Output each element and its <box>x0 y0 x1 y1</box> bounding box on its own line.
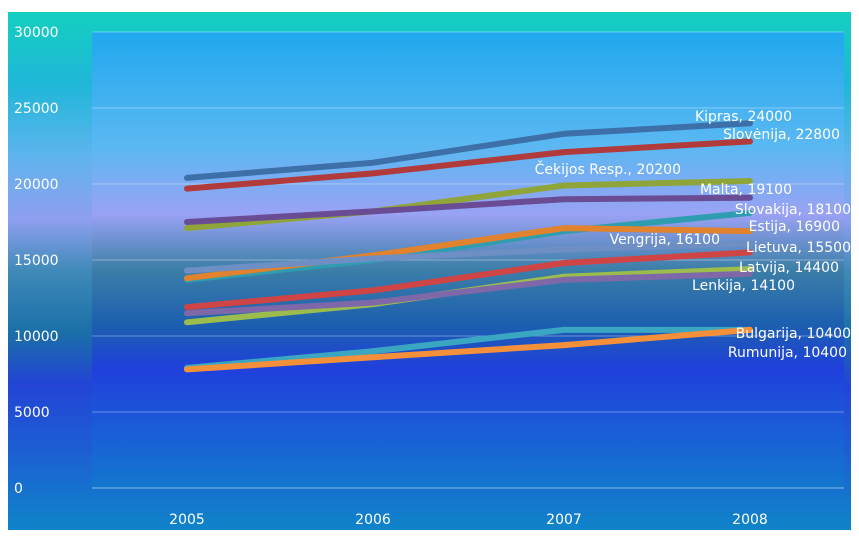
data-label: Bulgarija, 10400 <box>736 326 851 342</box>
series-line <box>184 270 753 317</box>
x-tick-label: 2006 <box>355 512 391 528</box>
x-tick-label: 2007 <box>546 512 582 528</box>
series-line <box>184 326 753 371</box>
y-tick-label: 5000 <box>14 405 50 421</box>
series-line <box>184 209 753 283</box>
data-label: Lenkija, 14100 <box>692 278 795 294</box>
series-line <box>184 120 753 181</box>
y-tick-label: 15000 <box>14 253 59 269</box>
data-label: Lietuva, 15500 <box>746 240 851 256</box>
data-label: Slovėnija, 22800 <box>723 127 840 143</box>
plot-area <box>92 32 844 488</box>
data-label: Latvija, 14400 <box>739 260 839 276</box>
x-tick-label: 2008 <box>732 512 768 528</box>
series-line <box>184 326 753 373</box>
y-tick-label: 30000 <box>14 25 59 41</box>
data-label: Rumunija, 10400 <box>728 345 847 361</box>
data-label: Malta, 19100 <box>700 182 792 198</box>
y-axis-ticks: 0 5000 10000 15000 20000 25000 30000 <box>14 25 59 497</box>
series-lines <box>184 120 753 373</box>
data-label: Vengrija, 16100 <box>610 232 720 248</box>
data-label: Slovakija, 18100 <box>735 202 851 218</box>
data-label: Estija, 16900 <box>749 219 840 235</box>
y-tick-label: 25000 <box>14 101 59 117</box>
y-tick-label: 10000 <box>14 329 59 345</box>
y-tick-label: 20000 <box>14 177 59 193</box>
data-labels: Kipras, 24000 Slovėnija, 22800 Čekijos Res… <box>535 109 851 361</box>
data-label: Čekijos Resp., 20200 <box>535 160 681 178</box>
x-tick-label: 2005 <box>169 512 205 528</box>
x-axis-ticks: 2005 2006 2007 2008 <box>169 512 768 528</box>
series-line <box>184 178 753 232</box>
series-line <box>184 138 753 192</box>
series-line <box>184 240 753 274</box>
series-line <box>184 194 753 225</box>
series-line <box>184 249 753 311</box>
y-tick-label: 0 <box>14 481 23 497</box>
data-label: Kipras, 24000 <box>695 109 792 125</box>
